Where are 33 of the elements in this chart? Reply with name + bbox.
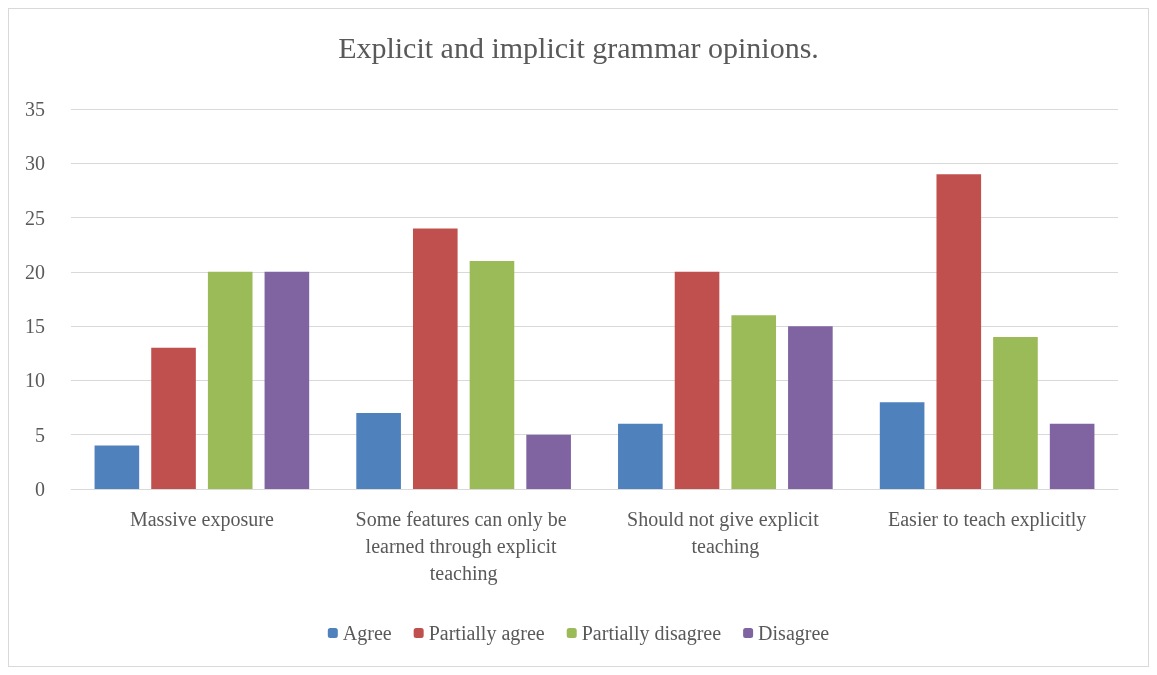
legend-label: Partially disagree <box>581 622 722 645</box>
bar <box>151 347 196 489</box>
bar <box>788 326 833 489</box>
bar <box>526 434 571 489</box>
bar <box>674 271 720 489</box>
chart-title: Explicit and implicit grammar opinions. <box>338 30 819 64</box>
y-tick-label: 20 <box>25 260 45 283</box>
y-tick-label: 10 <box>25 369 45 392</box>
bar <box>94 445 140 489</box>
bar <box>412 228 458 489</box>
bar <box>618 423 663 489</box>
y-tick-label: 15 <box>25 315 45 338</box>
bar <box>731 315 777 489</box>
bar <box>264 271 310 489</box>
legend-label: Partially agree <box>428 622 545 645</box>
bar <box>879 402 925 489</box>
bar <box>993 337 1038 489</box>
y-tick-label: 0 <box>35 478 45 500</box>
y-tick-label: 5 <box>35 423 45 446</box>
bar <box>469 261 515 489</box>
y-tick-label: 30 <box>25 152 45 175</box>
y-tick-label: 35 <box>25 98 45 120</box>
bar <box>356 413 401 489</box>
x-tick-label: Massive exposure <box>129 507 274 531</box>
bar <box>936 174 982 489</box>
legend-label: Disagree <box>758 622 830 645</box>
bar <box>207 271 253 489</box>
y-tick-label: 25 <box>25 206 45 229</box>
x-tick-label: Should not give explicit teaching <box>627 507 824 558</box>
bar <box>1049 423 1095 489</box>
x-tick-label: Some features can only be learned through explicit teaching <box>355 507 572 585</box>
x-tick-label: Easier to teach explicitly <box>887 507 1087 531</box>
legend-label: Agree <box>342 622 392 645</box>
